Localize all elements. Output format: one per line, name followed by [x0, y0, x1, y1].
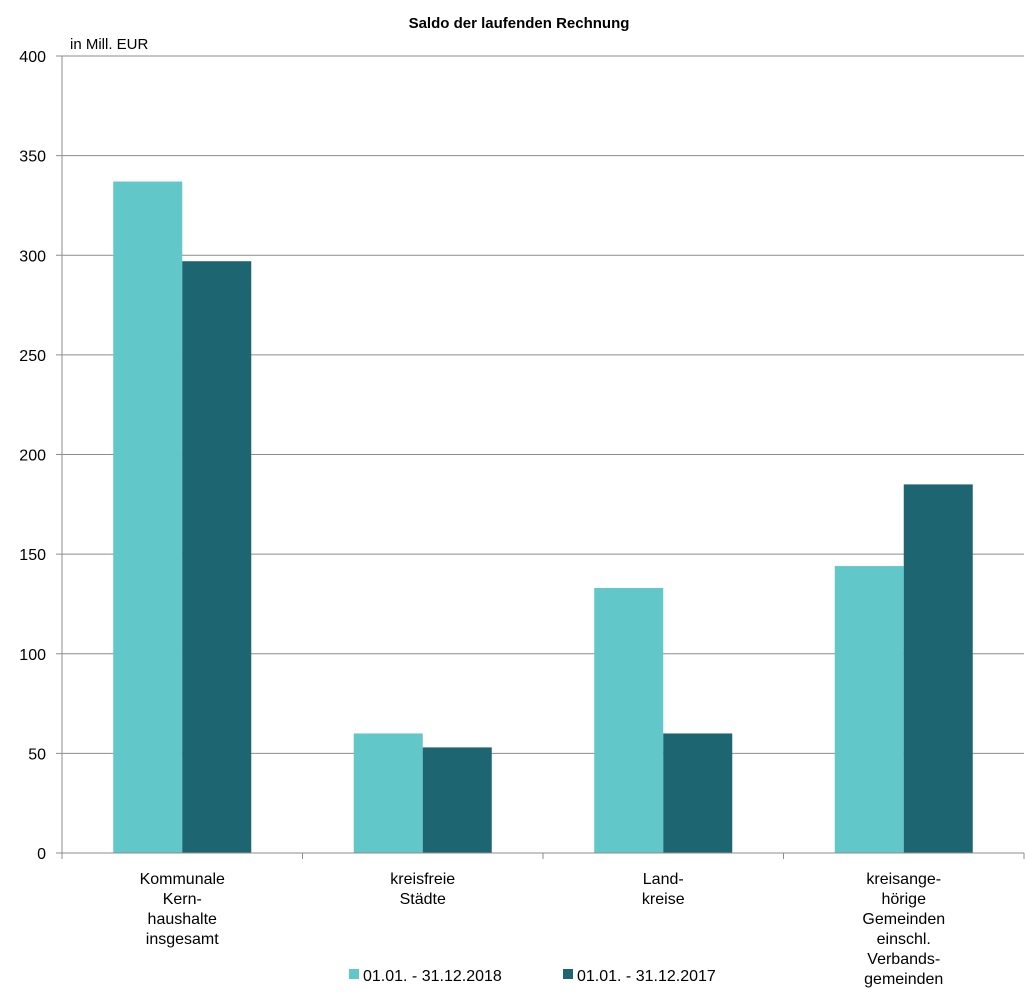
legend-swatch [563, 969, 573, 979]
bar-2017 [903, 484, 973, 853]
axes [61, 56, 1025, 859]
y-tick-label: 200 [19, 448, 46, 465]
legend-label: 01.01. - 31.12.2018 [363, 968, 502, 985]
category-label: Land-kreise [642, 871, 685, 908]
legend: 01.01. - 31.12.2018 01.01. - 31.12.2017 [349, 968, 716, 985]
legend-label: 01.01. - 31.12.2017 [577, 968, 716, 985]
y-tick-label: 350 [19, 149, 46, 166]
y-tick-label: 150 [19, 547, 46, 564]
y-tick-label: 250 [19, 348, 46, 365]
bar-2018 [594, 587, 664, 853]
bar-2017 [182, 261, 252, 853]
y-axis-ticks: 0 50 100 150 200 250 300 350 400 [19, 49, 62, 863]
bar-2018 [353, 733, 423, 853]
y-axis-label: in Mill. EUR [70, 36, 149, 53]
y-tick-label: 100 [19, 647, 46, 664]
y-tick-label: 50 [28, 746, 46, 763]
legend-item: 01.01. - 31.12.2017 [563, 968, 716, 985]
legend-swatch [349, 969, 359, 979]
legend-item: 01.01. - 31.12.2018 [349, 968, 502, 985]
bar-2017 [422, 747, 492, 853]
bar-2017 [663, 733, 733, 853]
chart-title: Saldo der laufenden Rechnung [409, 15, 630, 32]
category-label: Kommunale Kern-haushalte insgesamt [140, 871, 225, 948]
bar-2018 [834, 566, 904, 853]
category-label: kreisfreie Städte [390, 871, 455, 908]
y-tick-label: 400 [19, 49, 46, 66]
y-tick-label: 0 [37, 846, 46, 863]
bars [113, 181, 973, 854]
y-tick-label: 300 [19, 248, 46, 265]
category-label: kreisange-hörige Gemeinden einschl. Verband… [862, 871, 945, 988]
x-axis-labels: Kommunale Kern-haushalte insgesamt kreisfre… [140, 871, 946, 988]
bar-2018 [113, 181, 183, 854]
